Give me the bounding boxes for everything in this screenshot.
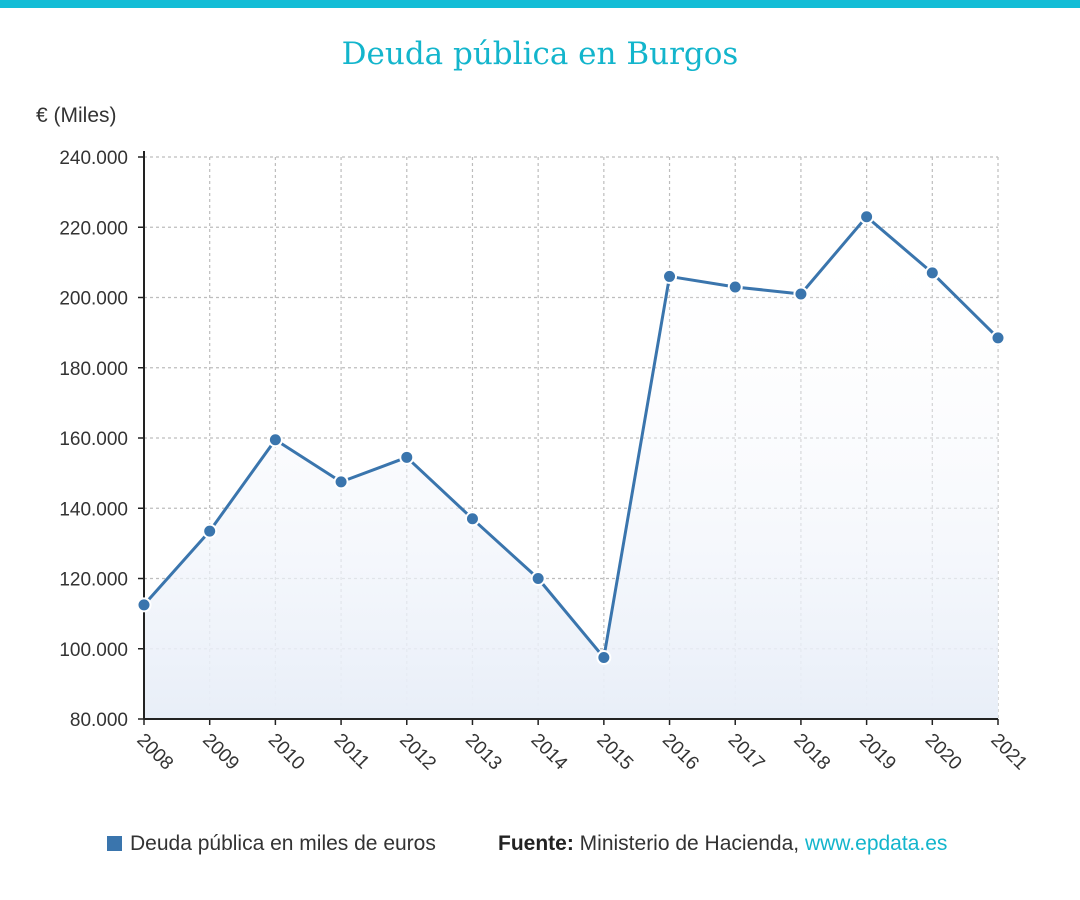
x-tick-label-2018: 2018 <box>789 730 834 775</box>
data-point-2010 <box>267 432 283 448</box>
data-point-2021 <box>990 330 1006 346</box>
y-tick-label-140.000: 140.000 <box>59 499 128 520</box>
data-point-2015 <box>596 650 612 666</box>
source-note: Fuente: Ministerio de Hacienda, www.epda… <box>498 832 947 856</box>
data-point-2012 <box>399 449 415 465</box>
data-point-2018 <box>793 286 809 302</box>
series-area <box>144 216 998 719</box>
y-tick-label-200.000: 200.000 <box>59 289 128 310</box>
x-tick-label-2015: 2015 <box>592 730 637 775</box>
data-point-2008 <box>136 597 152 613</box>
series-line <box>142 215 1000 660</box>
y-tick-label-220.000: 220.000 <box>59 218 128 239</box>
y-tick-label-120.000: 120.000 <box>59 570 128 591</box>
chart-footer: Deuda pública en miles de euros Fuente: … <box>0 832 1080 862</box>
x-tick-label-2014: 2014 <box>527 730 572 775</box>
x-tick-label-2009: 2009 <box>198 730 243 775</box>
data-points <box>136 209 1006 666</box>
y-tick-label-100.000: 100.000 <box>59 640 128 661</box>
x-tick-label-2010: 2010 <box>264 730 309 775</box>
x-tick-label-2020: 2020 <box>921 730 966 775</box>
x-tick-label-2012: 2012 <box>395 730 440 775</box>
y-tick-label-160.000: 160.000 <box>59 429 128 450</box>
data-point-2011 <box>333 474 349 490</box>
data-point-2013 <box>464 511 480 527</box>
source-link[interactable]: www.epdata.es <box>804 832 948 855</box>
area-fill <box>144 216 998 719</box>
chart-title: Deuda pública en Burgos <box>341 36 739 72</box>
top-accent-bar <box>0 0 1080 8</box>
legend-label: Deuda pública en miles de euros <box>130 832 436 855</box>
x-tick-label-2013: 2013 <box>461 730 506 775</box>
data-point-2009 <box>202 523 218 539</box>
axes <box>138 151 999 725</box>
x-tick-label-2021: 2021 <box>986 730 1031 775</box>
data-point-2014 <box>530 571 546 586</box>
x-tick-label-2011: 2011 <box>330 730 374 774</box>
data-point-2019 <box>859 209 875 225</box>
legend: Deuda pública en miles de euros <box>107 832 436 856</box>
y-tick-label-240.000: 240.000 <box>59 148 128 169</box>
x-tick-label-2017: 2017 <box>724 730 769 775</box>
y-tick-label-80.000: 80.000 <box>70 710 128 731</box>
x-tick-label-2016: 2016 <box>658 730 703 775</box>
y-tick-labels: 80.000 100.000 120.000 140.000 160.000 180.00… <box>59 148 128 731</box>
source-text: Ministerio de Hacienda, <box>579 832 800 855</box>
y-axis-unit-label: € (Miles) <box>36 104 117 127</box>
data-point-2020 <box>924 265 940 281</box>
x-tick-labels: 2008 2009 2010 2011 2012 2013 2014 2015 2016 2017… <box>132 730 1031 775</box>
x-tick-label-2008: 2008 <box>132 730 177 775</box>
data-point-2016 <box>662 268 678 284</box>
y-tick-label-180.000: 180.000 <box>59 359 128 380</box>
x-tick-label-2019: 2019 <box>855 730 900 775</box>
data-point-2017 <box>727 279 743 295</box>
legend-swatch <box>107 836 122 851</box>
line-chart: 80.000 100.000 120.000 140.000 160.000 180.00… <box>59 148 1031 775</box>
source-label: Fuente: <box>498 832 574 855</box>
series-line-layer <box>142 215 1000 660</box>
